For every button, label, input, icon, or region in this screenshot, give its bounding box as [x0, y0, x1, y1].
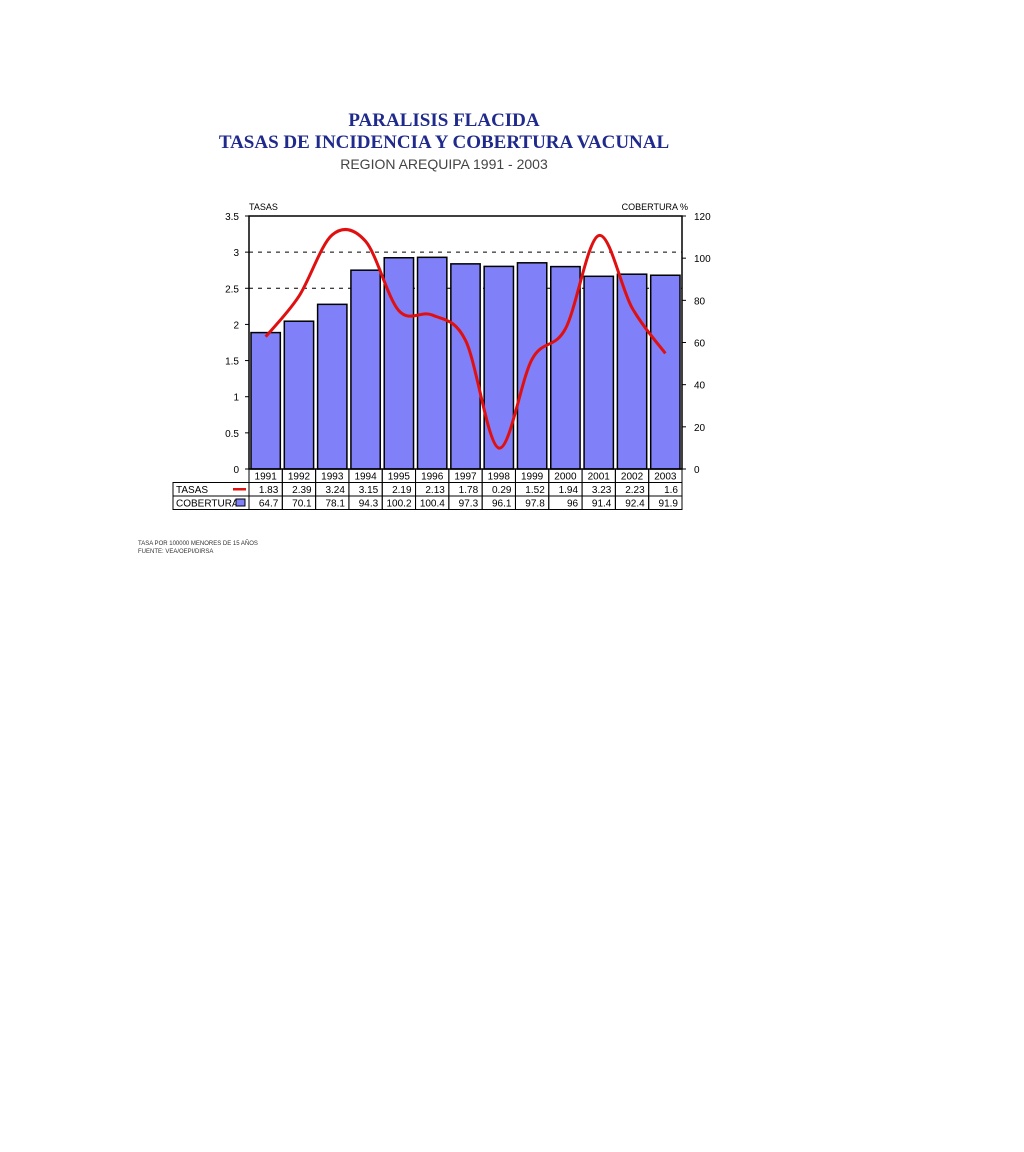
table-cell [648, 495, 683, 510]
bar [250, 331, 282, 470]
y-tick-label-left: 1 [233, 393, 239, 404]
data-label: 1.52 [525, 485, 545, 496]
y-tick-label-right: 120 [694, 212, 711, 223]
x-tick-label: 1991 [255, 472, 278, 483]
chart-title: PARALISIS FLACIDA [348, 110, 540, 131]
bar [583, 275, 615, 470]
y-tick-label-left: 0.5 [225, 429, 239, 440]
y-tick-label-left: 1.5 [225, 357, 239, 368]
bar [616, 273, 648, 470]
chart-subtitle: TASAS DE INCIDENCIA Y COBERTURA VACUNAL [218, 132, 670, 153]
data-label: 1.83 [259, 485, 279, 496]
x-tick-label: 1993 [321, 472, 344, 483]
legend-bar-icon [235, 498, 246, 507]
x-tick-label: 2003 [654, 472, 677, 483]
y-tick-label-left: 2 [233, 320, 239, 331]
data-label: 0.29 [492, 485, 512, 496]
y-tick-label-left: 0 [233, 465, 239, 476]
data-label: 70.1 [292, 499, 312, 510]
table-row-label: COBERTURA [176, 499, 239, 510]
y-tick-label-right: 60 [694, 339, 706, 350]
data-label: 2.19 [392, 485, 412, 496]
x-tick-label: 2001 [588, 472, 611, 483]
x-tick-label: 1999 [521, 472, 544, 483]
data-label: 1.78 [459, 485, 479, 496]
y-tick-label-right: 80 [694, 296, 706, 307]
y-tick-label-right: 40 [694, 381, 706, 392]
y-tick-label-left: 3 [233, 248, 239, 259]
y-tick-label-left: 3.5 [225, 212, 239, 223]
x-tick-label: 1994 [354, 472, 377, 483]
data-label: 1.6 [664, 485, 678, 496]
x-tick-label: 2000 [554, 472, 577, 483]
y-tick-label-left: 2.5 [225, 284, 239, 295]
data-label: 3.23 [592, 485, 612, 496]
data-label: 91.9 [659, 499, 679, 510]
data-label: 97.3 [459, 499, 479, 510]
data-label: 100.4 [420, 499, 445, 510]
y-axis-title-right: COBERTURA % [622, 202, 688, 212]
bar [516, 262, 548, 470]
data-label: 96 [567, 499, 579, 510]
data-label: 2.13 [425, 485, 445, 496]
bar [316, 303, 348, 470]
bar [350, 269, 381, 470]
footnote-rate: TASA POR 100000 MENORES DE 15 AÑOS [138, 541, 258, 547]
x-tick-label: 1996 [421, 472, 444, 483]
bar [450, 263, 481, 470]
x-tick-label: 1998 [488, 472, 511, 483]
bar [483, 265, 515, 470]
data-label: 1.94 [559, 485, 579, 496]
x-tick-label: 1995 [388, 472, 411, 483]
data-label: 97.8 [525, 499, 545, 510]
bar [649, 274, 681, 470]
x-tick-label: 1992 [288, 472, 311, 483]
data-label: 92.4 [625, 499, 645, 510]
x-tick-label: 2002 [621, 472, 644, 483]
data-label: 94.3 [359, 499, 379, 510]
bar [416, 256, 448, 470]
data-label: 3.15 [359, 485, 379, 496]
y-axis-title-left: TASAS [249, 202, 278, 212]
chart-region-subtitle: REGION AREQUIPA 1991 - 2003 [340, 156, 548, 172]
y-tick-label-right: 20 [694, 423, 706, 434]
y-tick-label-right: 0 [694, 465, 700, 476]
data-label: 3.24 [325, 485, 345, 496]
data-label: 96.1 [492, 499, 512, 510]
footnote-source: FUENTE: VEA/OEPI/DIRSA [138, 549, 214, 555]
data-label: 100.2 [387, 499, 412, 510]
data-label: 2.39 [292, 485, 312, 496]
data-label: 91.4 [592, 499, 612, 510]
x-tick-label: 1997 [454, 472, 477, 483]
bar [283, 320, 315, 470]
y-tick-label-right: 100 [694, 254, 711, 265]
table-row-label: TASAS [176, 485, 208, 496]
data-label: 64.7 [259, 499, 279, 510]
data-label: 78.1 [325, 499, 345, 510]
data-label: 2.23 [625, 485, 645, 496]
